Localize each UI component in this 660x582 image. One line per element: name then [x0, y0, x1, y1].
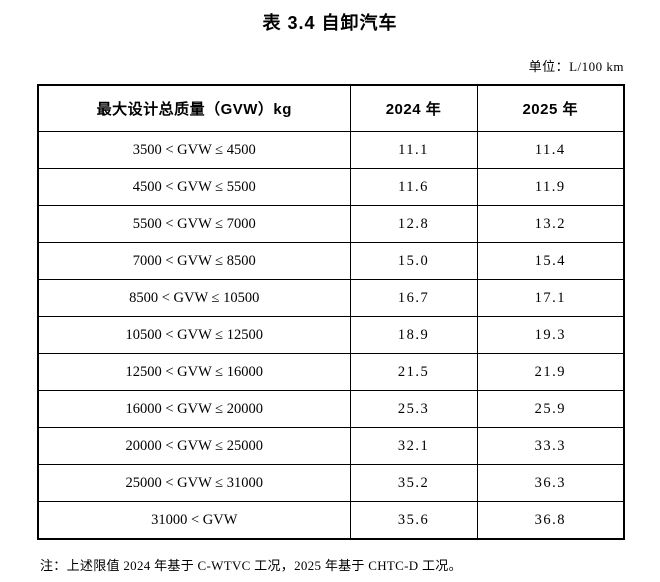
value-2024-cell: 11.6 [349, 168, 478, 206]
value-2024-cell: 15.0 [349, 242, 478, 280]
value-2024-cell: 35.6 [349, 501, 478, 540]
gvw-range-cell: 8500 < GVW ≤ 10500 [37, 279, 351, 317]
value-2025-cell: 36.8 [476, 501, 625, 540]
col-header-2024: 2024 年 [349, 84, 478, 132]
unit-label: 单位：L/100 km [528, 59, 624, 74]
fuel-limit-table: 最大设计总质量（GVW）kg 2024 年 2025 年 3500 < GVW … [37, 84, 625, 540]
gvw-range-cell: 5500 < GVW ≤ 7000 [37, 205, 351, 243]
value-2025-cell: 25.9 [476, 390, 625, 428]
value-2025-cell: 21.9 [476, 353, 625, 391]
table-row: 20000 < GVW ≤ 25000 32.1 33.3 [37, 427, 625, 465]
gvw-range-cell: 16000 < GVW ≤ 20000 [37, 390, 351, 428]
table-row: 31000 < GVW 35.6 36.8 [37, 501, 625, 540]
footnote: 注：上述限值 2024 年基于 C-WTVC 工况，2025 年基于 CHTC-… [40, 558, 462, 573]
value-2024-cell: 25.3 [349, 390, 478, 428]
gvw-range-cell: 25000 < GVW ≤ 31000 [37, 464, 351, 502]
table-row: 25000 < GVW ≤ 31000 35.2 36.3 [37, 464, 625, 502]
table-row: 10500 < GVW ≤ 12500 18.9 19.3 [37, 316, 625, 354]
value-2024-cell: 32.1 [349, 427, 478, 465]
value-2024-cell: 21.5 [349, 353, 478, 391]
value-2025-cell: 33.3 [476, 427, 625, 465]
gvw-range-cell: 4500 < GVW ≤ 5500 [37, 168, 351, 206]
table-row: 4500 < GVW ≤ 5500 11.6 11.9 [37, 168, 625, 206]
value-2025-cell: 19.3 [476, 316, 625, 354]
value-2024-cell: 16.7 [349, 279, 478, 317]
header-row: 最大设计总质量（GVW）kg 2024 年 2025 年 [37, 84, 625, 132]
table-row: 8500 < GVW ≤ 10500 16.7 17.1 [37, 279, 625, 317]
table-row: 5500 < GVW ≤ 7000 12.8 13.2 [37, 205, 625, 243]
table-row: 16000 < GVW ≤ 20000 25.3 25.9 [37, 390, 625, 428]
value-2025-cell: 36.3 [476, 464, 625, 502]
table-row: 12500 < GVW ≤ 16000 21.5 21.9 [37, 353, 625, 391]
gvw-range-cell: 3500 < GVW ≤ 4500 [37, 131, 351, 169]
value-2024-cell: 11.1 [349, 131, 478, 169]
value-2025-cell: 17.1 [476, 279, 625, 317]
value-2025-cell: 15.4 [476, 242, 625, 280]
col-header-2025: 2025 年 [476, 84, 625, 132]
table-row: 7000 < GVW ≤ 8500 15.0 15.4 [37, 242, 625, 280]
table-title: 表 3.4 自卸汽车 [262, 13, 398, 33]
gvw-range-cell: 31000 < GVW [37, 501, 351, 540]
gvw-range-cell: 10500 < GVW ≤ 12500 [37, 316, 351, 354]
gvw-range-cell: 12500 < GVW ≤ 16000 [37, 353, 351, 391]
value-2024-cell: 18.9 [349, 316, 478, 354]
gvw-range-cell: 20000 < GVW ≤ 25000 [37, 427, 351, 465]
gvw-range-cell: 7000 < GVW ≤ 8500 [37, 242, 351, 280]
value-2024-cell: 35.2 [349, 464, 478, 502]
value-2025-cell: 11.4 [476, 131, 625, 169]
value-2024-cell: 12.8 [349, 205, 478, 243]
value-2025-cell: 13.2 [476, 205, 625, 243]
col-header-gvw: 最大设计总质量（GVW）kg [37, 84, 351, 132]
value-2025-cell: 11.9 [476, 168, 625, 206]
table-row: 3500 < GVW ≤ 4500 11.1 11.4 [37, 131, 625, 169]
